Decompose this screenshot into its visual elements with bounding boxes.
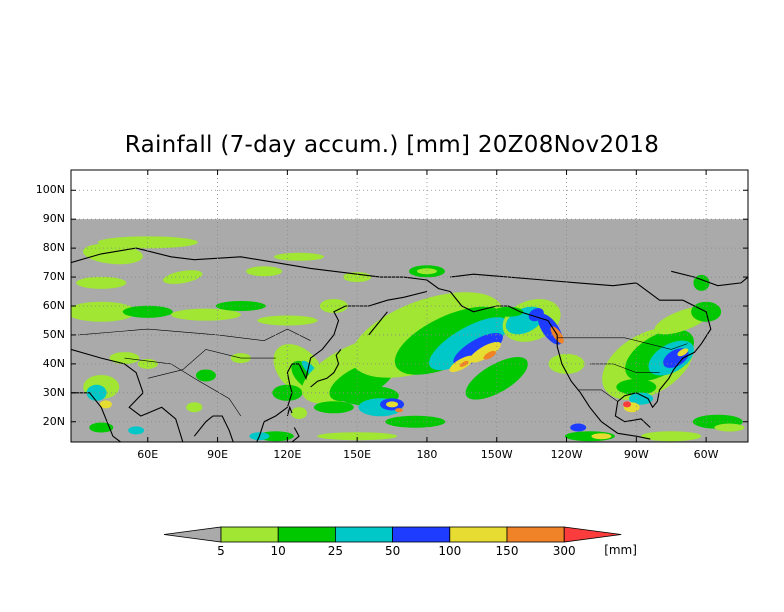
rain-blob xyxy=(548,353,585,374)
lon-tick-label: 60W xyxy=(693,448,719,461)
lon-tick-label: 180 xyxy=(416,448,438,461)
lat-tick-label: 60N xyxy=(42,299,65,312)
rain-blob xyxy=(395,408,404,413)
coastline xyxy=(310,349,342,388)
coastline xyxy=(291,427,300,442)
rain-blob xyxy=(317,432,398,441)
rain-blob xyxy=(693,274,710,291)
colorbar-under-triangle xyxy=(163,526,222,543)
rain-blob xyxy=(71,301,137,322)
rain-blob xyxy=(122,305,173,318)
political-border xyxy=(124,357,242,417)
coastline xyxy=(449,291,651,440)
rain-blob xyxy=(186,402,203,413)
coastline xyxy=(450,273,712,428)
rain-blob xyxy=(641,431,702,442)
rain-blob xyxy=(86,384,107,401)
rain-blob xyxy=(469,341,501,363)
colorbar-over-triangle xyxy=(563,526,622,543)
rain-blob xyxy=(82,243,143,265)
lon-tick-label: 120W xyxy=(550,448,583,461)
color-bar-unit: [mm] xyxy=(604,543,637,557)
colorbar-level-label: 5 xyxy=(217,544,225,558)
rain-blob xyxy=(313,401,354,414)
coastline xyxy=(671,270,748,287)
rain-blob xyxy=(246,266,283,277)
political-border xyxy=(589,363,660,373)
colorbar-segment xyxy=(506,526,565,543)
rain-blob xyxy=(416,268,437,275)
rain-blob xyxy=(623,401,632,408)
colorbar-segment xyxy=(277,526,336,543)
political-border xyxy=(578,389,618,402)
rain-blob xyxy=(386,401,399,408)
rain-blob xyxy=(570,423,587,432)
political-border xyxy=(77,328,311,342)
lon-tick-label: 90E xyxy=(207,448,229,461)
rain-blob xyxy=(170,308,241,321)
political-border xyxy=(557,337,688,350)
lon-tick-label: 150W xyxy=(480,448,513,461)
map-title: Rainfall (7-day accum.) [mm] 20Z08Nov201… xyxy=(124,132,660,158)
rain-blob xyxy=(99,400,112,409)
coastline xyxy=(193,415,234,442)
tick-marks xyxy=(71,170,748,442)
coastline xyxy=(286,405,293,417)
rain-blob xyxy=(616,379,657,396)
grid-lines xyxy=(71,170,748,442)
colorbar-level-label: 10 xyxy=(270,544,286,558)
lat-tick-label: 70N xyxy=(42,270,65,284)
lat-tick-label: 40N xyxy=(42,356,65,370)
rainfall-field xyxy=(71,236,745,442)
rain-blob xyxy=(319,299,348,313)
colorbar-segment xyxy=(220,526,279,543)
political-border xyxy=(147,349,276,379)
colorbar-level-label: 300 xyxy=(552,544,576,558)
lat-tick-label: 90N xyxy=(42,212,65,226)
rain-blob xyxy=(257,315,318,326)
lat-tick-label: 80N xyxy=(42,241,65,255)
lat-tick-label: 50N xyxy=(42,327,65,341)
coastlines xyxy=(71,247,748,442)
coastline xyxy=(71,348,184,442)
lat-tick-label: 100N xyxy=(35,183,65,197)
lon-tick-label: 150E xyxy=(343,448,372,461)
rain-blob xyxy=(89,422,114,433)
colorbar-level-label: 50 xyxy=(384,544,401,558)
rain-blob xyxy=(290,407,307,420)
coastline xyxy=(71,247,451,293)
colorbar-level-label: 100 xyxy=(438,544,462,558)
colorbar-segment xyxy=(334,526,393,543)
coastline xyxy=(368,311,388,336)
rain-blob xyxy=(273,252,324,261)
colorbar-level-label: 150 xyxy=(495,544,519,558)
rain-blob xyxy=(162,270,203,284)
rain-blob xyxy=(459,360,469,367)
rain-blob xyxy=(76,276,127,289)
lon-tick-label: 60E xyxy=(137,448,159,461)
lat-tick-label: 30N xyxy=(42,385,65,399)
lat-tick-label: 20N xyxy=(42,414,65,428)
rain-blob xyxy=(677,348,689,357)
rain-blob xyxy=(128,426,145,435)
colorbar-segment xyxy=(392,526,451,543)
lon-tick-label: 90W xyxy=(623,448,649,461)
colorbar-level-label: 25 xyxy=(327,544,344,558)
rain-blob xyxy=(195,369,216,382)
rain-blob xyxy=(714,423,745,432)
rain-blob xyxy=(483,350,497,360)
lon-tick-label: 120E xyxy=(273,448,302,461)
colorbar-segment xyxy=(449,526,508,543)
rain-blob xyxy=(215,301,266,311)
rain-blob xyxy=(591,433,612,440)
rain-blob xyxy=(628,392,653,405)
